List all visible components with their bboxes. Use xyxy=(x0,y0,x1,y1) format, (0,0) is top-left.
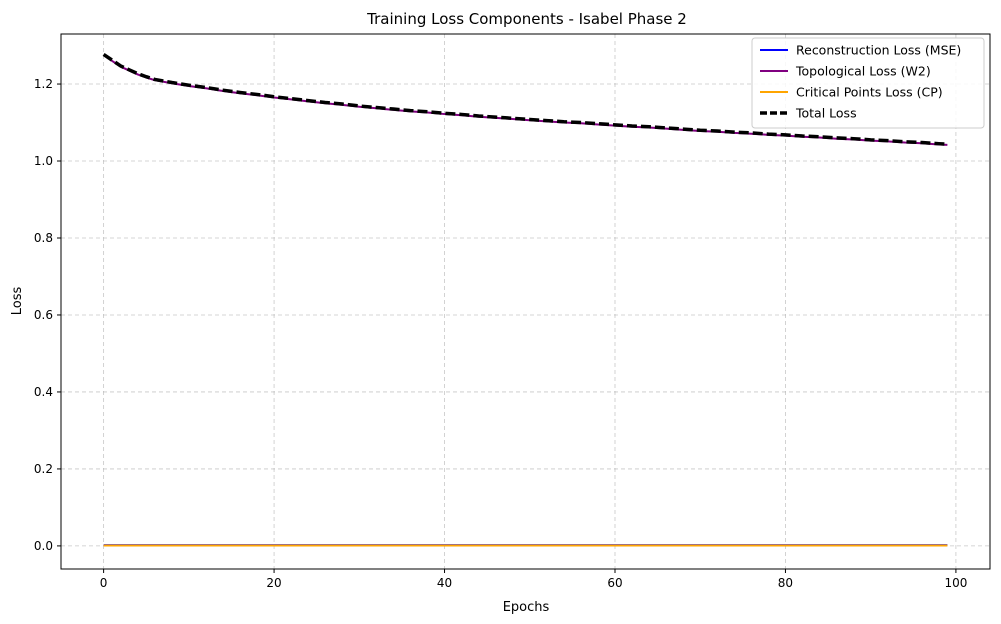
y-tick-label: 1.0 xyxy=(34,154,53,168)
series-lines xyxy=(102,52,948,547)
x-tick-label: 80 xyxy=(778,576,793,590)
x-tick-label: 20 xyxy=(266,576,281,590)
legend-label: Critical Points Loss (CP) xyxy=(796,85,943,100)
y-tick-label: 0.2 xyxy=(34,462,53,476)
y-tick-label: 0.4 xyxy=(34,385,53,399)
x-axis-label: Epochs xyxy=(503,600,550,615)
y-tick-label: 0.6 xyxy=(34,308,53,322)
legend-label: Topological Loss (W2) xyxy=(795,64,931,79)
y-tick-label: 0.8 xyxy=(34,231,53,245)
legend-label: Reconstruction Loss (MSE) xyxy=(796,43,961,58)
x-tick-label: 60 xyxy=(607,576,622,590)
chart-title: Training Loss Components - Isabel Phase … xyxy=(366,10,687,28)
x-axis-ticks: 0 20 40 60 80 100 xyxy=(100,569,967,590)
x-tick-label: 100 xyxy=(944,576,967,590)
series-line-total-loss xyxy=(102,52,948,146)
y-axis-ticks: 0.0 0.2 0.4 0.6 0.8 1.0 1.2 xyxy=(34,77,61,553)
y-axis-label: Loss xyxy=(10,287,25,316)
x-tick-label: 40 xyxy=(437,576,452,590)
legend-label: Total Loss xyxy=(795,106,857,121)
y-tick-label: 1.2 xyxy=(34,77,53,91)
plot-frame xyxy=(60,33,991,570)
legend: Reconstruction Loss (MSE) Topological Los… xyxy=(751,37,985,129)
x-tick-label: 0 xyxy=(100,576,108,590)
legend-box xyxy=(751,37,985,129)
y-tick-label: 0.0 xyxy=(34,539,53,553)
